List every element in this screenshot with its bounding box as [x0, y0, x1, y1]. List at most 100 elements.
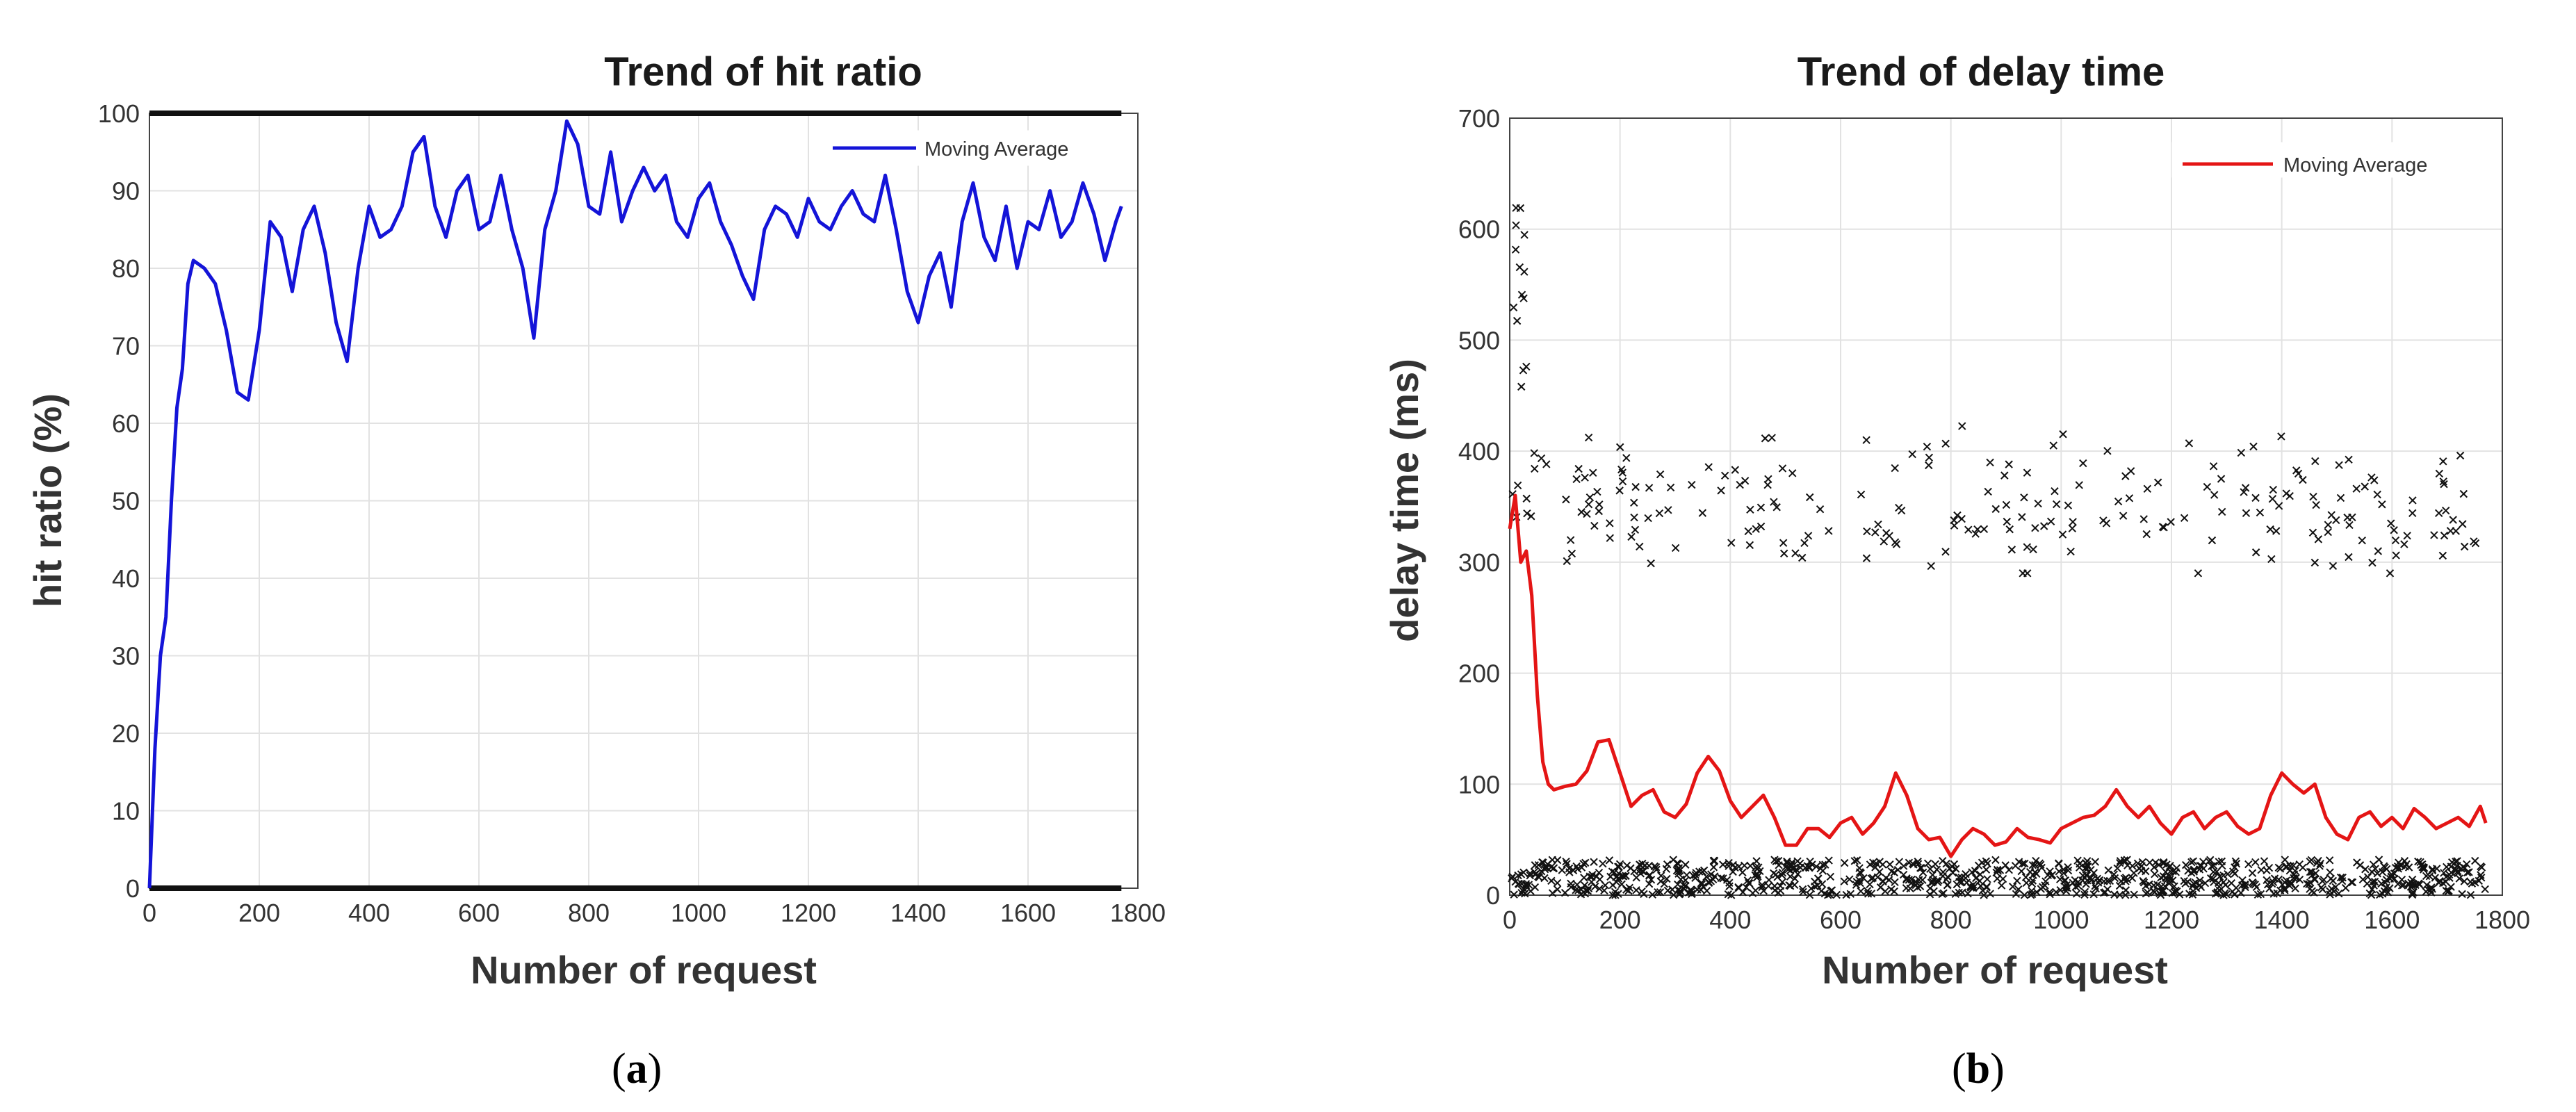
sample-point — [2377, 879, 2386, 888]
sample-point — [2150, 863, 2158, 872]
sample-point — [1986, 890, 1994, 898]
sample-point — [2232, 883, 2240, 892]
sample-point — [1549, 865, 1558, 873]
sample-point — [1881, 887, 1889, 896]
sample-point — [2440, 531, 2449, 540]
sample-point — [1527, 512, 1535, 521]
sample-point — [2103, 885, 2112, 894]
sample-point — [2431, 874, 2439, 882]
sample-point — [2408, 509, 2417, 518]
sample-point — [2335, 889, 2343, 898]
sample-point — [2231, 890, 2239, 899]
sample-point — [1958, 888, 1966, 897]
sample-point — [1569, 866, 1578, 875]
sample-point — [2332, 516, 2340, 525]
sample-point — [2190, 865, 2198, 874]
sample-point — [1776, 886, 1785, 895]
sample-point — [2060, 869, 2068, 877]
sample-point — [1778, 464, 1787, 473]
sample-point — [1563, 860, 1571, 868]
sample-point — [1583, 509, 1591, 518]
sample-point — [1615, 486, 1624, 495]
sample-point — [2345, 521, 2354, 530]
sample-point — [2032, 869, 2041, 878]
sample-point — [2201, 878, 2210, 888]
sample-point — [1868, 858, 1877, 867]
sample-point — [2289, 861, 2298, 870]
sample-point — [2149, 887, 2158, 895]
sample-point — [2317, 883, 2326, 892]
sample-point — [2028, 861, 2037, 869]
sample-point — [2049, 441, 2057, 450]
sample-point — [1526, 869, 1535, 878]
sample-point — [2294, 469, 2303, 478]
sample-point — [2021, 859, 2029, 868]
sample-point — [2468, 879, 2477, 888]
sample-point — [2110, 874, 2119, 883]
sample-point — [1565, 864, 1574, 873]
sample-point — [2240, 488, 2248, 496]
sample-point — [2381, 863, 2389, 872]
sample-point — [2453, 861, 2461, 870]
x-tick-label: 1400 — [2254, 906, 2310, 934]
sample-point — [2312, 500, 2320, 509]
sample-point — [1517, 382, 1526, 391]
sample-point — [1818, 880, 1827, 888]
sample-point — [2452, 527, 2460, 535]
sample-point — [1927, 562, 1935, 571]
sample-point — [1531, 861, 1540, 869]
sample-point — [1688, 480, 1696, 489]
sample-point — [1591, 882, 1599, 891]
sample-point — [2397, 881, 2406, 890]
sample-point — [1742, 883, 1750, 892]
sample-point — [1599, 860, 1607, 868]
sample-point — [1943, 881, 1952, 890]
sample-point — [2041, 877, 2050, 885]
sample-point — [1522, 880, 1531, 888]
sample-point — [1717, 486, 1725, 495]
sample-point — [1908, 450, 1916, 459]
sample-point — [2308, 887, 2316, 895]
sample-point — [1615, 860, 1624, 869]
sample-point — [2160, 882, 2169, 890]
sample-point — [2121, 886, 2130, 894]
sample-point — [1531, 464, 1539, 473]
sample-point — [1882, 529, 1891, 537]
sample-point — [1589, 468, 1597, 477]
sample-point — [2440, 480, 2448, 489]
sample-point — [2268, 495, 2277, 503]
sample-point — [1991, 856, 2000, 865]
sample-point — [1666, 483, 1675, 492]
sample-point — [1798, 553, 1807, 562]
sample-point — [2338, 876, 2347, 885]
sample-point — [2276, 865, 2285, 873]
sample-point — [2102, 519, 2111, 528]
sample-point — [2390, 526, 2398, 534]
sample-point — [1812, 862, 1820, 871]
sample-point — [1746, 505, 1754, 514]
sample-point — [1562, 496, 1570, 504]
sample-point — [2260, 857, 2269, 865]
sample-point — [1704, 463, 1713, 471]
sample-point — [2190, 879, 2198, 888]
sample-point — [1925, 461, 1933, 470]
sample-point — [1535, 873, 1543, 882]
sample-point — [2367, 473, 2376, 482]
sample-point — [1962, 870, 1970, 878]
sample-point — [2358, 536, 2366, 545]
sample-point — [2105, 876, 2114, 885]
sample-point — [1791, 549, 1800, 557]
sample-point — [1547, 876, 1556, 885]
sample-point — [1756, 522, 1766, 531]
sample-point — [2214, 878, 2223, 888]
sample-point — [2170, 882, 2178, 891]
sample-point — [2242, 509, 2251, 518]
sample-point — [2022, 878, 2031, 888]
sample-point — [1926, 865, 1934, 874]
sample-point — [2422, 872, 2431, 881]
sample-point — [2092, 884, 2100, 893]
sample-point — [2008, 883, 2017, 891]
sample-point — [2143, 484, 2152, 493]
chart-b-xlabel: Number of request — [1822, 948, 2168, 992]
sample-point — [1519, 366, 1528, 375]
